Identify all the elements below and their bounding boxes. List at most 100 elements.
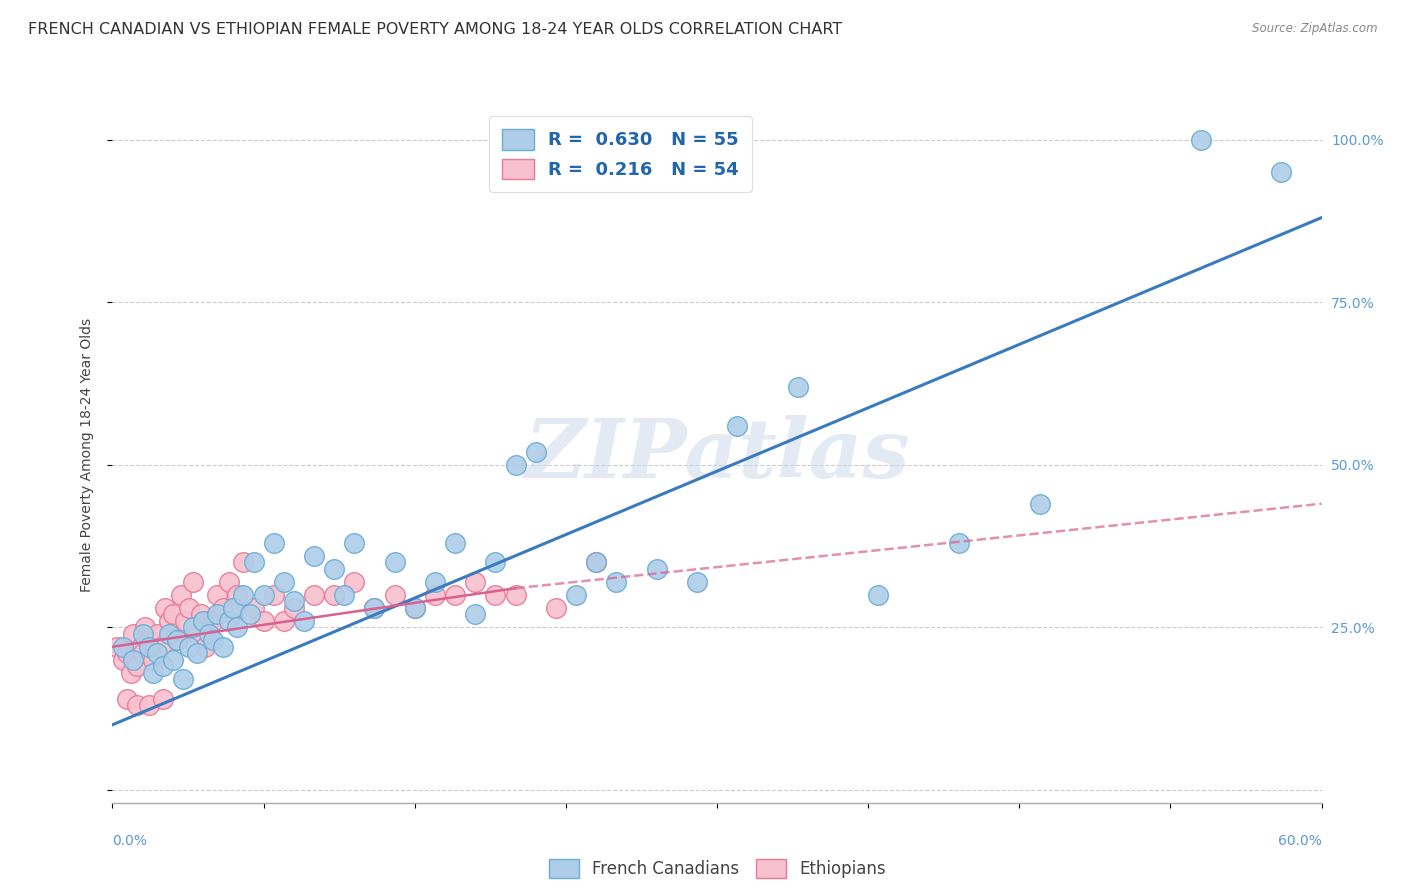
Point: [484, 555, 506, 569]
Point: [253, 588, 276, 602]
Point: [868, 588, 890, 602]
Point: [343, 535, 366, 549]
Point: [544, 600, 567, 615]
Point: [186, 626, 208, 640]
Point: [218, 614, 240, 628]
Point: [121, 626, 143, 640]
Point: [226, 588, 249, 602]
Text: ZIPatlas: ZIPatlas: [524, 415, 910, 495]
Point: [222, 600, 245, 615]
Point: [464, 607, 486, 622]
Text: Source: ZipAtlas.com: Source: ZipAtlas.com: [1253, 22, 1378, 36]
Point: [162, 653, 184, 667]
Text: FRENCH CANADIAN VS ETHIOPIAN FEMALE POVERTY AMONG 18-24 YEAR OLDS CORRELATION CH: FRENCH CANADIAN VS ETHIOPIAN FEMALE POVE…: [28, 22, 842, 37]
Point: [191, 614, 214, 628]
Point: [384, 555, 406, 569]
Text: 0.0%: 0.0%: [112, 834, 148, 848]
Point: [222, 607, 245, 622]
Point: [212, 600, 235, 615]
Point: [172, 672, 194, 686]
Point: [132, 626, 155, 640]
Point: [138, 698, 160, 713]
Point: [146, 646, 169, 660]
Point: [174, 614, 197, 628]
Point: [363, 600, 385, 615]
Point: [323, 562, 346, 576]
Point: [292, 614, 315, 628]
Point: [153, 600, 176, 615]
Point: [134, 620, 156, 634]
Legend: French Canadians, Ethiopians: French Canadians, Ethiopians: [541, 853, 893, 885]
Point: [505, 588, 527, 602]
Point: [138, 633, 160, 648]
Point: [194, 640, 217, 654]
Point: [177, 600, 200, 615]
Point: [263, 588, 285, 602]
Point: [323, 588, 346, 602]
Point: [238, 607, 260, 622]
Point: [202, 614, 225, 628]
Point: [152, 691, 174, 706]
Point: [273, 574, 295, 589]
Point: [1270, 165, 1292, 179]
Point: [645, 562, 668, 576]
Point: [444, 535, 467, 549]
Point: [565, 588, 588, 602]
Point: [202, 633, 225, 648]
Point: [121, 653, 143, 667]
Point: [198, 614, 221, 628]
Point: [273, 614, 295, 628]
Point: [524, 444, 547, 458]
Point: [283, 600, 305, 615]
Point: [166, 633, 188, 648]
Point: [125, 698, 148, 713]
Point: [585, 555, 607, 569]
Point: [207, 607, 229, 622]
Point: [484, 588, 506, 602]
Point: [423, 574, 446, 589]
Point: [605, 574, 627, 589]
Point: [585, 555, 607, 569]
Point: [343, 574, 366, 589]
Point: [120, 665, 142, 680]
Point: [423, 588, 446, 602]
Point: [384, 588, 406, 602]
Point: [218, 574, 240, 589]
Point: [132, 646, 155, 660]
Point: [115, 691, 138, 706]
Point: [181, 574, 204, 589]
Point: [115, 646, 138, 660]
Point: [162, 607, 184, 622]
Point: [207, 588, 229, 602]
Point: [302, 588, 325, 602]
Point: [157, 626, 180, 640]
Y-axis label: Female Poverty Among 18-24 Year Olds: Female Poverty Among 18-24 Year Olds: [80, 318, 94, 592]
Point: [105, 640, 128, 654]
Text: 60.0%: 60.0%: [1278, 834, 1322, 848]
Point: [404, 600, 426, 615]
Point: [283, 594, 305, 608]
Point: [1189, 132, 1212, 146]
Point: [177, 640, 200, 654]
Point: [166, 633, 188, 648]
Point: [505, 458, 527, 472]
Point: [444, 588, 467, 602]
Point: [111, 640, 134, 654]
Point: [686, 574, 709, 589]
Point: [333, 588, 356, 602]
Point: [242, 555, 264, 569]
Point: [302, 549, 325, 563]
Point: [232, 555, 254, 569]
Point: [948, 535, 970, 549]
Point: [170, 588, 193, 602]
Point: [242, 600, 264, 615]
Point: [181, 620, 204, 634]
Point: [232, 588, 254, 602]
Point: [142, 665, 165, 680]
Point: [111, 653, 134, 667]
Point: [186, 646, 208, 660]
Point: [725, 418, 748, 433]
Point: [142, 653, 165, 667]
Point: [146, 626, 169, 640]
Point: [152, 659, 174, 673]
